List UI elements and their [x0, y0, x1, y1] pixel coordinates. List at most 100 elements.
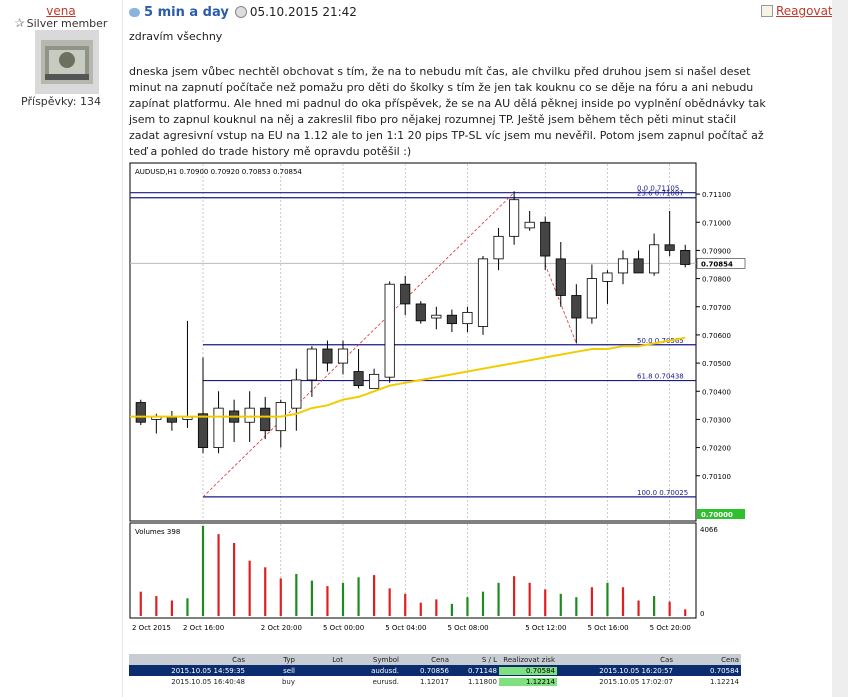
- candle-body: [400, 283, 411, 305]
- candle-body: [462, 311, 473, 325]
- table-header-cell[interactable]: Čas: [232, 655, 245, 664]
- speech-bubble-icon: [129, 7, 140, 17]
- candle-body: [446, 314, 457, 325]
- table-cell: sell: [283, 666, 295, 675]
- candle-body: [415, 303, 426, 322]
- fibo-level-label: 0.0 0.71105: [637, 185, 679, 193]
- current-price-box: [696, 258, 746, 269]
- time-label: 5 Oct 04:00: [385, 624, 426, 632]
- candle-body: [353, 371, 364, 387]
- price-tick-label: 0.70800: [702, 276, 731, 284]
- candle-body: [291, 379, 302, 409]
- table-cell: 2015.10.05 14:59:35: [171, 666, 245, 675]
- table-cell: audusd.: [371, 666, 399, 675]
- table-header-cell[interactable]: Čas: [660, 655, 673, 664]
- chart-symbol-header: AUDUSD,H1 0.70900 0.70920 0.70853 0.7085…: [135, 168, 302, 176]
- table-cell: eurusd.: [372, 677, 399, 686]
- table-row[interactable]: 2015.10.05 14:59:35 sell audusd. 0.70856 0.7…: [129, 665, 741, 676]
- candle-body: [337, 348, 349, 364]
- table-row[interactable]: 2015.10.05 16:40:48 buy eurusd. 1.12017 1.11…: [129, 676, 741, 687]
- candle-body: [524, 221, 535, 229]
- current-price-label: 0.70854: [701, 260, 733, 268]
- candle-body: [244, 407, 255, 423]
- table-cell: 2015.10.05 16:20:57: [599, 666, 673, 675]
- table-cell: buy: [281, 677, 295, 686]
- moving-average: [130, 336, 686, 418]
- candle-body: [664, 244, 675, 251]
- candle-body: [197, 413, 209, 448]
- trade-history-table: Čas Typ Lot Symbol Cena S / L Realizovat zisk Č…: [129, 654, 741, 687]
- candle-body: [602, 272, 613, 282]
- candle-body: [555, 258, 566, 296]
- volumes-label: Volumes 398: [135, 528, 180, 536]
- price-tick-label: 0.70500: [702, 360, 731, 368]
- table-header-cell[interactable]: Realizovat zisk: [503, 655, 555, 664]
- fibo-level-label: 23.6 0.71087: [637, 190, 684, 198]
- price-tick-label: 0.70300: [702, 416, 731, 424]
- table-header-row: Čas Typ Lot Symbol Cena S / L Realizovat zisk Č…: [129, 654, 741, 665]
- time-label: 5 Oct 12:00: [525, 624, 566, 632]
- table-header-cell[interactable]: Cena: [431, 655, 449, 664]
- price-tick-label: 0.70900: [702, 247, 731, 255]
- time-label: 5 Oct 00:00: [323, 624, 364, 632]
- user-rank: ✰ Silver member: [0, 16, 122, 30]
- chart-axes: 0.71100 0.71000 0.70900 0.70800 0.70700 0.706…: [132, 191, 746, 632]
- post-date: 05.10.2015 21:42: [249, 5, 357, 19]
- table-cell: 0.70584: [710, 666, 739, 675]
- time-label: 2 Oct 20:00: [261, 624, 302, 632]
- table-cell: 1.12017: [420, 677, 449, 686]
- candle-body: [384, 283, 395, 378]
- price-tick-label: 0.70400: [702, 388, 731, 396]
- price-tick-label: 0.70700: [702, 304, 731, 312]
- fibo-level-label: 100.0 0.70025: [637, 489, 688, 497]
- post-title[interactable]: 5 min a day: [144, 4, 229, 20]
- candle-body: [260, 407, 271, 432]
- table-cell: 0.70856: [420, 666, 449, 675]
- candle-body: [649, 244, 660, 274]
- bottom-price-label: 0.70000: [701, 511, 733, 519]
- table-cell: 0.70584: [499, 666, 557, 675]
- rank-label: Silver member: [26, 17, 108, 30]
- candle-body: [477, 258, 489, 327]
- table-cell: 2015.10.05 16:40:48: [171, 677, 245, 686]
- time-label: 5 Oct 08:00: [447, 624, 488, 632]
- fibo-level-label: 61.8 0.70438: [637, 373, 684, 381]
- candle-body: [680, 250, 691, 265]
- candle-body: [571, 295, 582, 319]
- candle-body: [135, 402, 146, 423]
- table-header-cell[interactable]: Typ: [283, 655, 295, 664]
- table-header-cell[interactable]: Symbol: [372, 655, 399, 664]
- table-cell: 1.12214: [499, 677, 557, 686]
- reply-button[interactable]: Reagovat: [761, 4, 833, 18]
- avatar[interactable]: [35, 30, 99, 94]
- table-header-cell[interactable]: Cena: [721, 655, 739, 664]
- candle-body: [306, 348, 317, 381]
- table-header-cell[interactable]: S / L: [481, 655, 497, 664]
- volume-zero-label: 0: [700, 610, 704, 618]
- star-icon: ✰: [14, 16, 25, 30]
- candle-body: [493, 235, 504, 260]
- volume-pane: [129, 522, 697, 619]
- candle-body: [213, 407, 224, 448]
- post-content: 5 min a day 05.10.2015 21:42 Reagovat zd…: [122, 0, 833, 697]
- volume-max-label: 4066: [700, 526, 718, 534]
- post-header: 5 min a day 05.10.2015 21:42: [129, 4, 357, 20]
- right-margin: [832, 0, 848, 697]
- volume-bars: [139, 526, 687, 616]
- time-label: 2 Oct 2015: [132, 624, 171, 632]
- table-header-cell[interactable]: Lot: [332, 655, 343, 664]
- price-pane: [129, 162, 697, 522]
- candle-body: [617, 258, 629, 274]
- user-panel: vena ✰ Silver member Příspěvky: 134: [0, 0, 122, 697]
- candle-body: [431, 314, 442, 319]
- time-label: 5 Oct 16:00: [587, 624, 628, 632]
- candle-body: [540, 221, 551, 257]
- fibo-level-label: 50.0 0.70565: [637, 337, 684, 345]
- username-link[interactable]: vena: [46, 4, 76, 18]
- table-cell: 2015.10.05 17:02:07: [599, 677, 673, 686]
- candle-body: [369, 373, 380, 389]
- candles: [135, 191, 691, 454]
